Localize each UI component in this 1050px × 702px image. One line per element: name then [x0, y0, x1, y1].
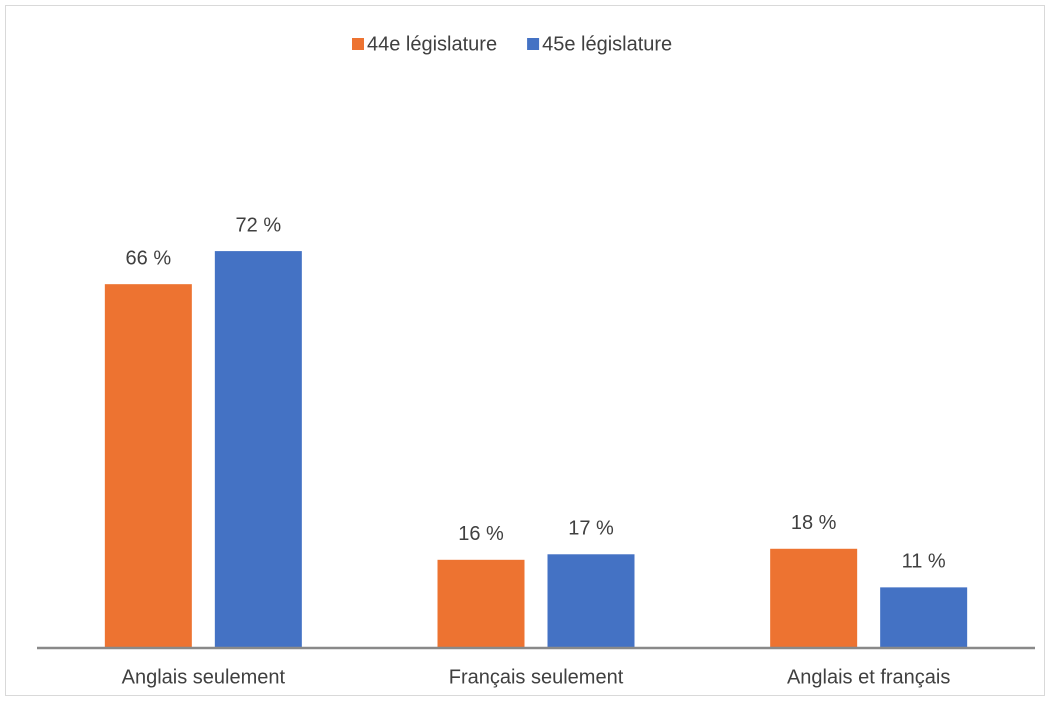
x-tick-label: Anglais et français: [787, 666, 950, 688]
value-label: 11 %: [902, 551, 946, 573]
legend-swatch: [352, 38, 364, 50]
legend-label: 45e législature: [542, 33, 672, 55]
value-label: 16 %: [458, 523, 504, 545]
value-label: 72 %: [236, 214, 282, 236]
value-label: 66 %: [126, 247, 172, 269]
bar: [104, 284, 192, 648]
x-tick-label: Anglais seulement: [122, 666, 286, 688]
legend-swatch: [527, 38, 540, 50]
value-label: 17 %: [568, 518, 614, 540]
bar: [770, 548, 858, 648]
bar: [437, 559, 525, 648]
value-label: 18 %: [791, 512, 837, 534]
x-tick-label: Français seulement: [449, 666, 624, 688]
legend-label: 44e législature: [367, 33, 497, 55]
bar: [214, 251, 302, 648]
bar: [547, 554, 635, 648]
bar: [880, 587, 968, 648]
